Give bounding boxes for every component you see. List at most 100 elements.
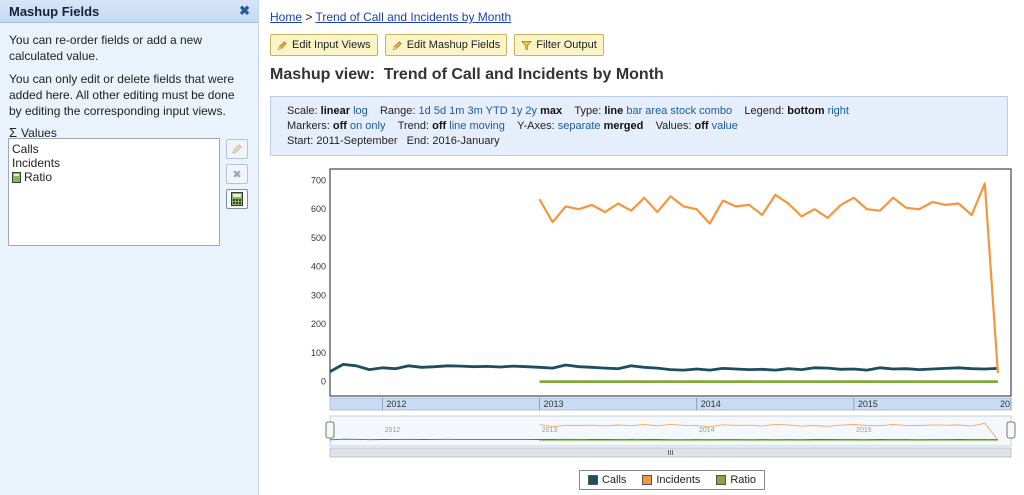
values-option-off[interactable]: off bbox=[694, 120, 709, 132]
navigator-scrollbar bbox=[329, 447, 1012, 458]
trend-option-off[interactable]: off bbox=[432, 120, 447, 132]
range-option-1y[interactable]: 1y bbox=[510, 105, 523, 117]
range-option-2y[interactable]: 2y bbox=[525, 105, 538, 117]
series-line-calls bbox=[329, 363, 998, 373]
markers-option-off[interactable]: off bbox=[332, 120, 347, 132]
chart-legend: Calls Incidents Ratio bbox=[579, 470, 765, 490]
range-option-1d[interactable]: 1d bbox=[418, 105, 431, 117]
toolbar: Edit Input Views Edit Mashup Fields Filt… bbox=[270, 34, 604, 56]
legend-swatch bbox=[587, 475, 598, 485]
y-tick-label: 100 bbox=[311, 348, 326, 358]
breadcrumb-current[interactable]: Trend of Call and Incidents by Month bbox=[315, 10, 512, 24]
range-option-max[interactable]: max bbox=[540, 105, 563, 117]
page-title: Mashup view: Trend of Call and Incidents… bbox=[270, 66, 664, 83]
calculator-icon bbox=[231, 192, 243, 206]
sigma-icon: Σ bbox=[9, 125, 18, 140]
type-option-bar[interactable]: bar bbox=[626, 105, 643, 117]
y-tick-label: 500 bbox=[311, 233, 326, 243]
trend-option-line[interactable]: line bbox=[449, 120, 467, 132]
edit-input-views-button[interactable]: Edit Input Views bbox=[270, 34, 378, 56]
values-heading: Σ Values bbox=[0, 125, 258, 140]
legend-option-bottom[interactable]: bottom bbox=[787, 105, 825, 117]
line-chart: 0 100 200 300 400 500 600 700 2012 2013 2014 2015 20… bbox=[311, 168, 1016, 458]
edit-mashup-fields-button[interactable]: Edit Mashup Fields bbox=[384, 34, 508, 56]
y-tick-label: 400 bbox=[311, 262, 326, 272]
type-label: Type: bbox=[574, 105, 602, 117]
range-option-1m[interactable]: 1m bbox=[449, 105, 465, 117]
x-tick-label: 20 bbox=[1000, 399, 1010, 409]
breadcrumb-separator: > bbox=[302, 10, 316, 24]
help-text-reorder: You can re-order fields or add a new cal… bbox=[9, 33, 203, 63]
pencil-icon bbox=[232, 144, 242, 154]
legend-item-ratio[interactable]: Ratio bbox=[716, 474, 756, 486]
navigator-tick-label: 2014 bbox=[699, 427, 715, 434]
legend-item-calls[interactable]: Calls bbox=[587, 474, 626, 486]
type-option-line[interactable]: line bbox=[604, 105, 624, 117]
close-icon[interactable]: ✖ bbox=[239, 3, 250, 18]
type-option-stock[interactable]: stock bbox=[670, 105, 697, 117]
help-text-edit: You can only edit or delete fields that … bbox=[9, 72, 235, 118]
type-option-combo[interactable]: combo bbox=[699, 105, 733, 117]
y-tick-label: 700 bbox=[311, 175, 326, 185]
range-option-5d[interactable]: 5d bbox=[433, 105, 447, 117]
list-item-incidents[interactable]: Incidents bbox=[12, 156, 61, 170]
legend-swatch bbox=[716, 475, 727, 485]
filter-output-button[interactable]: Filter Output bbox=[514, 34, 604, 56]
breadcrumb: Home > Trend of Call and Incidents by Mo… bbox=[270, 10, 511, 24]
delete-field-button[interactable]: ✖ bbox=[226, 164, 248, 184]
plot-frame bbox=[329, 168, 1012, 397]
values-list[interactable]: Calls Incidents Ratio bbox=[8, 138, 220, 246]
values-label: Values bbox=[21, 125, 57, 140]
edit-input-views-label: Edit Input Views bbox=[292, 39, 371, 51]
legend-item-incidents[interactable]: Incidents bbox=[642, 474, 700, 486]
range-label: Range: bbox=[379, 105, 416, 117]
edit-mashup-fields-label: Edit Mashup Fields bbox=[406, 39, 501, 51]
scrollbar-grip: III bbox=[668, 450, 674, 457]
y-tick-label: 600 bbox=[311, 204, 326, 214]
trend-option-moving[interactable]: moving bbox=[469, 120, 505, 132]
type-option-area[interactable]: area bbox=[645, 105, 668, 117]
scale-option-log[interactable]: log bbox=[353, 105, 368, 117]
y-tick-label: 0 bbox=[321, 377, 326, 387]
panel-title: Mashup Fields bbox=[9, 3, 100, 19]
add-calculated-field-button[interactable] bbox=[226, 189, 248, 209]
markers-option-on[interactable]: on bbox=[349, 120, 363, 132]
start-label: Start: bbox=[287, 135, 314, 147]
list-item-ratio[interactable]: Ratio bbox=[9, 170, 219, 184]
mashup-fields-panel: Mashup Fields ✖ You can re-order fields … bbox=[0, 0, 259, 495]
start-value: 2011-September bbox=[316, 135, 398, 147]
legend-option-right[interactable]: right bbox=[827, 105, 849, 117]
breadcrumb-home[interactable]: Home bbox=[270, 10, 303, 24]
end-value: 2016-January bbox=[432, 135, 500, 147]
panel-header: Mashup Fields ✖ bbox=[0, 0, 258, 23]
series-line-incidents bbox=[538, 182, 999, 374]
yaxes-label: Y-Axes: bbox=[517, 120, 555, 132]
scale-option-linear[interactable]: linear bbox=[320, 105, 350, 117]
main-content: Home > Trend of Call and Incidents by Mo… bbox=[270, 0, 1020, 495]
x-tick-label: 2014 bbox=[701, 399, 721, 409]
funnel-icon bbox=[521, 40, 533, 50]
navigator-left-handle bbox=[325, 421, 335, 439]
range-option-3m[interactable]: 3m bbox=[467, 105, 483, 117]
range-option-ytd[interactable]: YTD bbox=[485, 105, 508, 117]
edit-field-button[interactable] bbox=[226, 139, 248, 159]
yaxes-option-separate[interactable]: separate bbox=[557, 120, 601, 132]
values-label: Values: bbox=[655, 120, 692, 132]
scale-label: Scale: bbox=[287, 105, 318, 117]
values-option-value[interactable]: value bbox=[711, 120, 738, 132]
x-tick-label: 2013 bbox=[544, 399, 564, 409]
y-tick-label: 200 bbox=[311, 319, 326, 329]
navigator-right-handle bbox=[1006, 421, 1016, 439]
chart-area: 0 100 200 300 400 500 600 700 2012 2013 2014 2015 20… bbox=[270, 163, 1020, 463]
calculator-icon bbox=[12, 171, 21, 183]
markers-option-only[interactable]: only bbox=[365, 120, 386, 132]
legend-swatch bbox=[642, 475, 653, 485]
yaxes-option-merged[interactable]: merged bbox=[603, 120, 644, 132]
y-tick-label: 300 bbox=[311, 290, 326, 300]
x-tick-label: 2012 bbox=[386, 399, 406, 409]
chart-controls: Scale: linear log Range: 1d 5d 1m 3m YTD… bbox=[270, 96, 1008, 156]
end-label: End: bbox=[406, 135, 430, 147]
x-axis-band bbox=[329, 397, 1012, 411]
list-item-calls[interactable]: Calls bbox=[12, 142, 39, 156]
navigator-line-calls bbox=[329, 438, 998, 441]
